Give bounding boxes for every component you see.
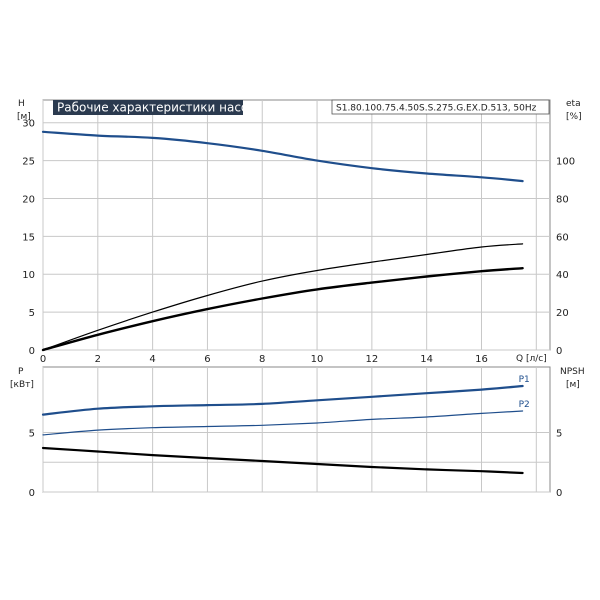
tick-labels: 0 2 4 6 8 10 12 14 16 0 5 10 15 20 25 30 0 20 40 60 80 100 0 5 0… bbox=[22, 119, 575, 499]
bottom-series-line-1 bbox=[42, 410, 524, 436]
y-axis-left-unit-bottom: [кВт] bbox=[10, 380, 34, 390]
y-left-tick-label-top: 15 bbox=[22, 232, 35, 243]
y-left-tick-label-top: 20 bbox=[22, 194, 35, 205]
y-right-tick-label-top: 0 bbox=[556, 346, 562, 357]
model-box bbox=[331, 99, 550, 115]
chart-title: Рабочие характеристики насоса bbox=[57, 101, 262, 115]
x-tick-label: 4 bbox=[149, 354, 155, 365]
x-tick-label: 12 bbox=[365, 354, 378, 365]
x-tick-label: 10 bbox=[311, 354, 324, 365]
x-tick-label: 16 bbox=[475, 354, 488, 365]
bottom-grid bbox=[42, 367, 550, 493]
x-tick-label: 14 bbox=[420, 354, 433, 365]
y-left-tick-label-top: 5 bbox=[29, 308, 35, 319]
y-axis-left-name-bottom: P bbox=[18, 367, 24, 377]
y-left-tick-label-top: 10 bbox=[22, 270, 35, 281]
bottom-series-label-1: P2 bbox=[519, 400, 530, 410]
bottom-series-group: P1 P2 bbox=[41, 375, 530, 475]
y-left-tick-label-top: 30 bbox=[22, 119, 35, 130]
chart-title-box bbox=[53, 100, 243, 115]
x-axis-label: Q [л/с] bbox=[516, 354, 547, 364]
top-series-line-1 bbox=[41, 267, 524, 352]
y-axis-left-name-top: H bbox=[18, 99, 25, 109]
bottom-series-label-0: P1 bbox=[519, 375, 530, 385]
y-left-tick-label-top: 0 bbox=[29, 346, 35, 357]
y-right-tick-label-top: 40 bbox=[556, 270, 569, 281]
top-series-line-2 bbox=[42, 243, 524, 351]
y-right-tick-label-top: 80 bbox=[556, 194, 569, 205]
x-tick-label: 2 bbox=[95, 354, 101, 365]
model-label: S1.80.100.75.4.50S.S.275.G.EX.D.513, 50H… bbox=[336, 104, 537, 114]
y-left-tick-label-top: 25 bbox=[22, 157, 35, 168]
top-series-group bbox=[41, 130, 524, 352]
y-axis-right-unit-bottom: [м] bbox=[566, 380, 580, 390]
bottom-series-line-2 bbox=[41, 446, 524, 475]
y-axis-right-name-top: eta bbox=[566, 99, 581, 109]
y-axis-left-unit-top: [м] bbox=[17, 112, 31, 122]
y-right-tick-label-top: 100 bbox=[556, 157, 575, 168]
y-axis-right-name-bottom: NPSH bbox=[560, 367, 585, 377]
y-left-tick-label-bottom: 5 bbox=[29, 428, 35, 439]
y-right-tick-label-bottom: 5 bbox=[556, 428, 562, 439]
y-axis-right-unit-top: [%] bbox=[566, 112, 582, 122]
bottom-series-line-0 bbox=[41, 384, 524, 416]
y-right-tick-label-bottom: 0 bbox=[556, 488, 562, 499]
y-left-tick-label-bottom: 0 bbox=[29, 488, 35, 499]
x-tick-label: 6 bbox=[204, 354, 210, 365]
x-tick-label: 8 bbox=[259, 354, 265, 365]
top-series-line-0 bbox=[41, 130, 524, 183]
x-tick-label: 0 bbox=[40, 354, 46, 365]
y-right-tick-label-top: 20 bbox=[556, 308, 569, 319]
top-plot-frame bbox=[42, 99, 551, 351]
y-right-tick-label-top: 60 bbox=[556, 232, 569, 243]
